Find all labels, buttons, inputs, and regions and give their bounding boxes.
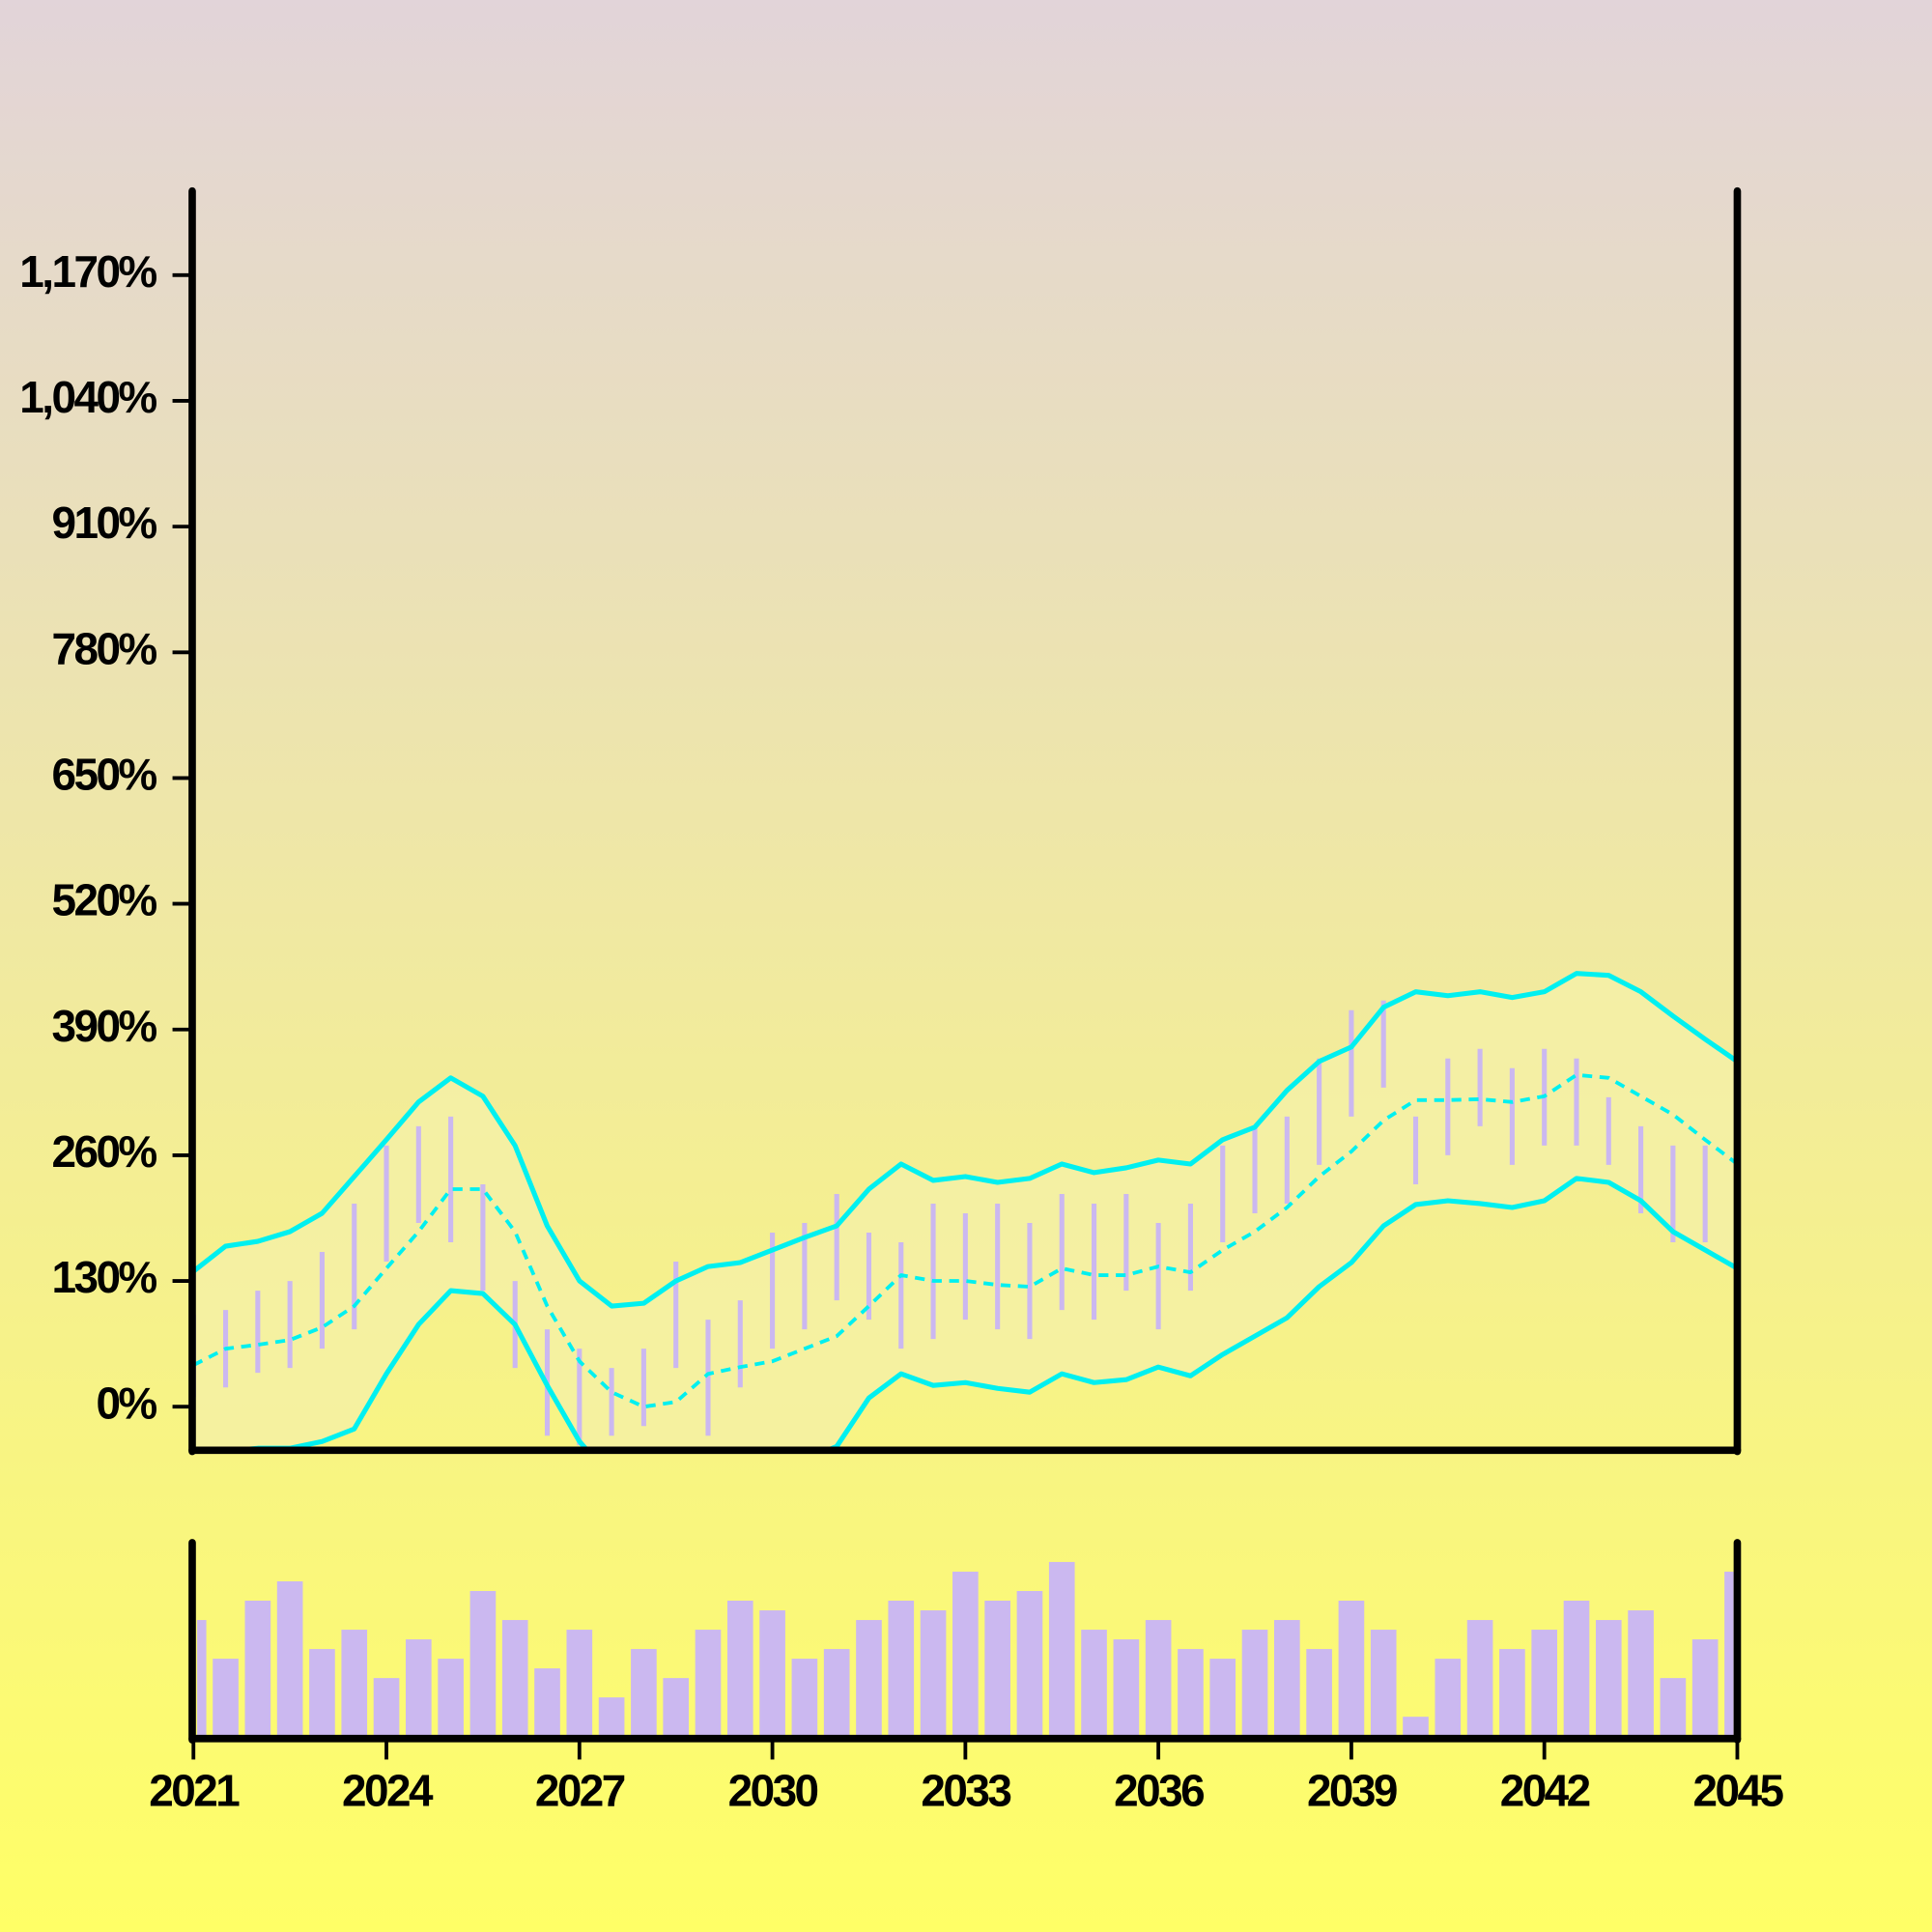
volume-bar	[1435, 1659, 1462, 1737]
x-tick-label: 2033	[921, 1765, 1010, 1815]
x-tick-label: 2045	[1693, 1765, 1784, 1815]
volume-bar	[631, 1649, 657, 1737]
volume-bar	[406, 1639, 432, 1737]
y-tick-label: 1,040%	[19, 372, 156, 422]
volume-panel	[197, 1561, 1734, 1737]
volume-bar	[823, 1649, 850, 1737]
volume-bar	[276, 1580, 303, 1737]
volume-bar	[1691, 1639, 1719, 1737]
volume-bar	[726, 1601, 753, 1737]
volume-bar	[534, 1668, 560, 1737]
volume-bar	[1178, 1649, 1204, 1737]
x-tick-label: 2039	[1307, 1765, 1397, 1815]
y-tick-label: 390%	[51, 1001, 156, 1051]
y-tick-label: 910%	[51, 497, 156, 548]
x-tick-label: 2024	[342, 1765, 434, 1815]
volume-bar	[1499, 1649, 1525, 1737]
volume-bar	[566, 1630, 593, 1737]
y-tick-label: 130%	[51, 1252, 156, 1302]
volume-bar	[984, 1601, 1010, 1737]
y-tick-label: 1,170%	[19, 246, 156, 297]
volume-bar	[1145, 1620, 1172, 1737]
volume-bar	[1274, 1620, 1300, 1737]
volume-bar	[856, 1620, 882, 1737]
volume-bar	[1370, 1630, 1397, 1737]
volume-bar	[1081, 1630, 1107, 1737]
volume-bar	[888, 1601, 915, 1737]
volume-bar	[920, 1610, 947, 1737]
volume-bar	[197, 1620, 207, 1737]
volume-bar	[1306, 1649, 1332, 1737]
volume-bar	[213, 1659, 239, 1737]
volume-bar	[469, 1591, 497, 1737]
y-tick-label: 260%	[51, 1126, 156, 1177]
volume-bar	[598, 1697, 625, 1737]
volume-bar	[1403, 1717, 1429, 1737]
volume-bar	[438, 1659, 464, 1737]
band-lower-line	[218, 1176, 1738, 1451]
volume-bar	[309, 1649, 335, 1737]
plot-area	[193, 971, 1738, 1451]
volume-bar	[1595, 1620, 1622, 1737]
volume-bar	[1209, 1659, 1236, 1737]
volume-bar	[1563, 1601, 1590, 1737]
x-tick-label: 2030	[728, 1765, 818, 1815]
volume-bar	[663, 1678, 690, 1737]
x-tick-label: 2021	[149, 1765, 240, 1815]
volume-bar	[341, 1630, 368, 1737]
volume-bar	[695, 1630, 722, 1737]
volume-bar	[1628, 1610, 1654, 1737]
volume-bar	[373, 1678, 400, 1737]
volume-bar	[952, 1571, 979, 1737]
y-tick-label: 650%	[51, 750, 156, 800]
volume-bar	[1113, 1639, 1140, 1737]
volume-bar	[1241, 1630, 1268, 1737]
volume-bar	[1016, 1591, 1043, 1737]
volume-bar	[1466, 1620, 1493, 1737]
volume-bar	[501, 1620, 528, 1737]
volume-bar	[244, 1601, 271, 1737]
volume-bar	[1531, 1630, 1558, 1737]
volume-bar	[791, 1659, 818, 1737]
x-tick-label: 2042	[1500, 1765, 1590, 1815]
y-tick-label: 780%	[51, 623, 156, 673]
y-tick-label: 520%	[51, 875, 156, 925]
volume-bar	[1048, 1561, 1075, 1737]
band-upper-line	[193, 971, 1738, 1309]
y-tick-label: 0%	[96, 1378, 156, 1428]
volume-bar	[1338, 1601, 1365, 1737]
volume-bar	[759, 1610, 785, 1737]
volume-bar	[1660, 1678, 1687, 1737]
volume-bar	[1724, 1571, 1734, 1737]
x-tick-label: 2036	[1114, 1765, 1204, 1815]
x-tick-label: 2027	[535, 1765, 625, 1815]
ticks: 0% 130% 260% 390% 520% 650% 780% 910% 1,040% 1,17…	[19, 246, 1786, 1815]
